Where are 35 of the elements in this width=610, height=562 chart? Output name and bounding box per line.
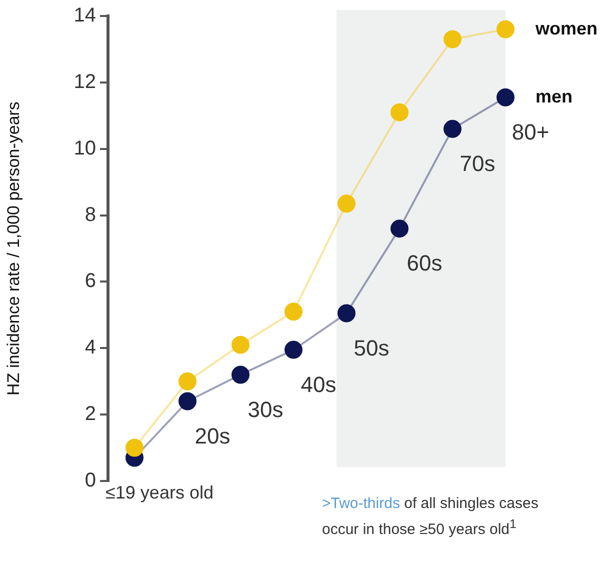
x-tick-label: 60s <box>406 250 442 276</box>
y-tick-label: 14 <box>74 4 96 27</box>
point <box>390 103 408 122</box>
point <box>338 304 356 322</box>
point <box>496 88 514 106</box>
point <box>284 340 302 359</box>
point <box>496 20 514 38</box>
text: >Two-thirds of all shingles cases occur in those ≥50 years old$^{1}$ <box>322 495 538 538</box>
series-label: men <box>536 86 573 106</box>
y-tick-label: 10 <box>74 137 96 160</box>
y-tick-label: 0 <box>84 470 96 492</box>
x-tick-label: 50s <box>354 335 390 360</box>
point <box>232 366 250 384</box>
point <box>338 194 356 213</box>
y-tick-label: 2 <box>84 403 96 426</box>
y-axis-title: HZ incidence rate / 1,000 person-years <box>4 102 23 396</box>
point <box>178 372 196 390</box>
x-tick-label: 30s <box>248 396 284 422</box>
series-label: women <box>534 18 598 38</box>
x-tick-label: 20s <box>194 423 230 448</box>
point <box>126 438 144 457</box>
x-tick-label: ≤19 years old <box>106 482 214 503</box>
point <box>390 220 408 238</box>
x-tick-label: 40s <box>300 372 336 397</box>
point <box>444 120 462 138</box>
x-tick-label: 70s <box>460 150 496 176</box>
y-tick-label: 12 <box>74 70 96 93</box>
point <box>178 392 196 410</box>
point <box>284 302 302 321</box>
y-tick-label: 4 <box>84 336 96 359</box>
point <box>232 336 250 354</box>
x-tick-label: 80+ <box>512 119 550 144</box>
y-tick-label: 8 <box>84 204 96 226</box>
point <box>444 30 462 48</box>
y-tick-label: 6 <box>84 270 96 292</box>
